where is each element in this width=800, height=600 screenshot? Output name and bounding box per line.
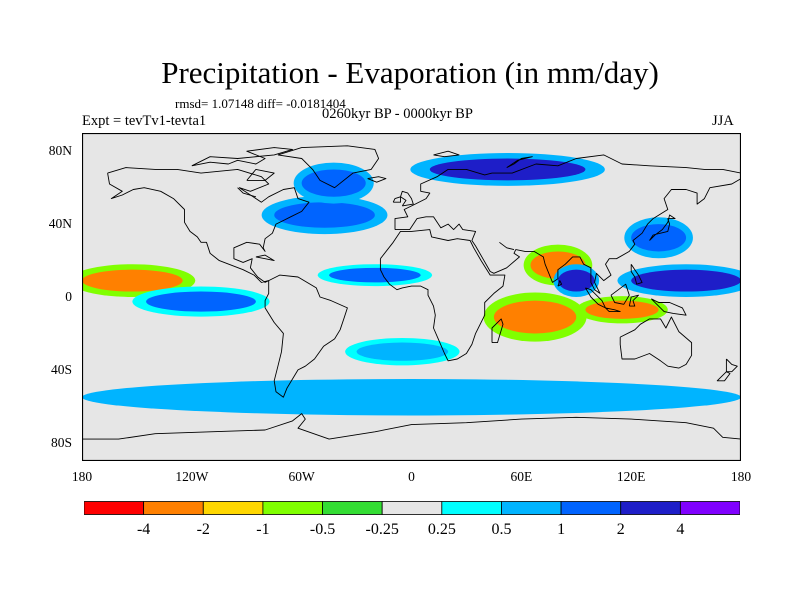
coastlines: [82, 145, 741, 440]
colorbar-level-label: 2: [616, 521, 625, 538]
colorbar-box: [560, 501, 622, 515]
lat-tick-label: 40S: [50, 361, 72, 377]
lon-tick-label: 120E: [616, 469, 646, 484]
coastline: [246, 168, 275, 181]
coastline: [610, 283, 630, 305]
coastline: [619, 316, 693, 369]
period-label: 0260kyr BP - 0000kyr BP: [322, 106, 473, 122]
coastline: [277, 145, 380, 189]
anomaly-region: [82, 269, 183, 292]
colorbar-level-label: 0.25: [427, 521, 456, 538]
colorbar-box: [262, 501, 323, 515]
coastline: [367, 176, 387, 183]
coastline: [264, 274, 348, 398]
colorbar-box: [202, 501, 264, 515]
coastline: [506, 156, 533, 169]
coastline: [725, 358, 738, 373]
lat-tick-label: 80S: [50, 434, 72, 450]
anomaly-region: [329, 267, 421, 283]
colorbar: [84, 501, 740, 515]
colorbar-level-label: 1: [557, 521, 566, 538]
lon-tick-label: 0: [408, 469, 415, 484]
coastline: [394, 154, 741, 294]
coastline: [491, 318, 504, 344]
coastline: [107, 167, 310, 283]
colorbar-level-label: -0.25: [365, 521, 399, 538]
anomaly-region: [274, 202, 375, 228]
coastline: [82, 413, 741, 440]
colorbar-box: [143, 501, 204, 515]
colorbar-level-label: 0.5: [491, 521, 512, 538]
plot-title: Precipitation - Evaporation (in mm/day): [161, 55, 659, 90]
coastline: [605, 307, 621, 313]
coastline: [433, 150, 460, 158]
coastline: [716, 371, 731, 382]
anomaly-region: [631, 224, 687, 252]
colorbar-box: [441, 501, 502, 515]
season-label: JJA: [712, 113, 734, 129]
coastline: [628, 294, 639, 307]
lat-tick-label: 80N: [48, 143, 72, 159]
lon-tick-label: 120W: [175, 469, 209, 484]
anomaly-region: [429, 158, 586, 181]
colorbar-box: [620, 501, 681, 515]
colorbar-level-label: 4: [676, 521, 685, 538]
colorbar-box: [381, 501, 443, 515]
colorbar-level-label: -0.5: [309, 521, 336, 538]
anomaly-region: [82, 379, 741, 416]
lon-tick-label: 180: [730, 469, 752, 484]
colorbar-level-label: -1: [256, 521, 270, 538]
colorbar-level-label: -4: [136, 521, 151, 538]
coastline: [255, 254, 275, 262]
anomaly-region: [557, 269, 595, 292]
map-border: [82, 133, 741, 461]
colorbar-box: [679, 501, 740, 515]
colorbar-level-label: -2: [196, 521, 210, 538]
coastline: [379, 229, 506, 362]
lon-tick-label: 60E: [510, 469, 533, 484]
coastline: [400, 190, 414, 207]
experiment-label: Expt = tevTv1-tevta1: [82, 113, 207, 129]
lon-tick-label: 180: [71, 469, 93, 484]
anomaly-region: [356, 342, 449, 361]
anomaly-region: [301, 169, 366, 197]
colorbar-box: [501, 501, 562, 515]
anomaly-region: [585, 300, 659, 319]
anomaly-region: [631, 269, 741, 292]
coastline: [557, 280, 563, 287]
coastline: [392, 196, 401, 203]
anomaly-region: [493, 300, 577, 334]
coastline: [630, 263, 643, 285]
lat-tick-label: 0: [65, 289, 72, 304]
coastline: [191, 147, 293, 167]
coastline: [650, 298, 687, 316]
stats-line: rmsd= 1.07148 diff= -0.0181404: [175, 96, 346, 111]
map-panel: [82, 133, 741, 461]
anomaly-region: [146, 291, 256, 312]
lon-tick-label: 60W: [288, 469, 315, 484]
lat-tick-label: 40N: [48, 216, 72, 232]
coastline: [649, 214, 676, 241]
anomaly-field: [82, 153, 741, 425]
colorbar-box: [84, 501, 145, 515]
colorbar-box: [322, 501, 383, 515]
coastline: [499, 241, 515, 251]
coastline: [237, 187, 257, 198]
